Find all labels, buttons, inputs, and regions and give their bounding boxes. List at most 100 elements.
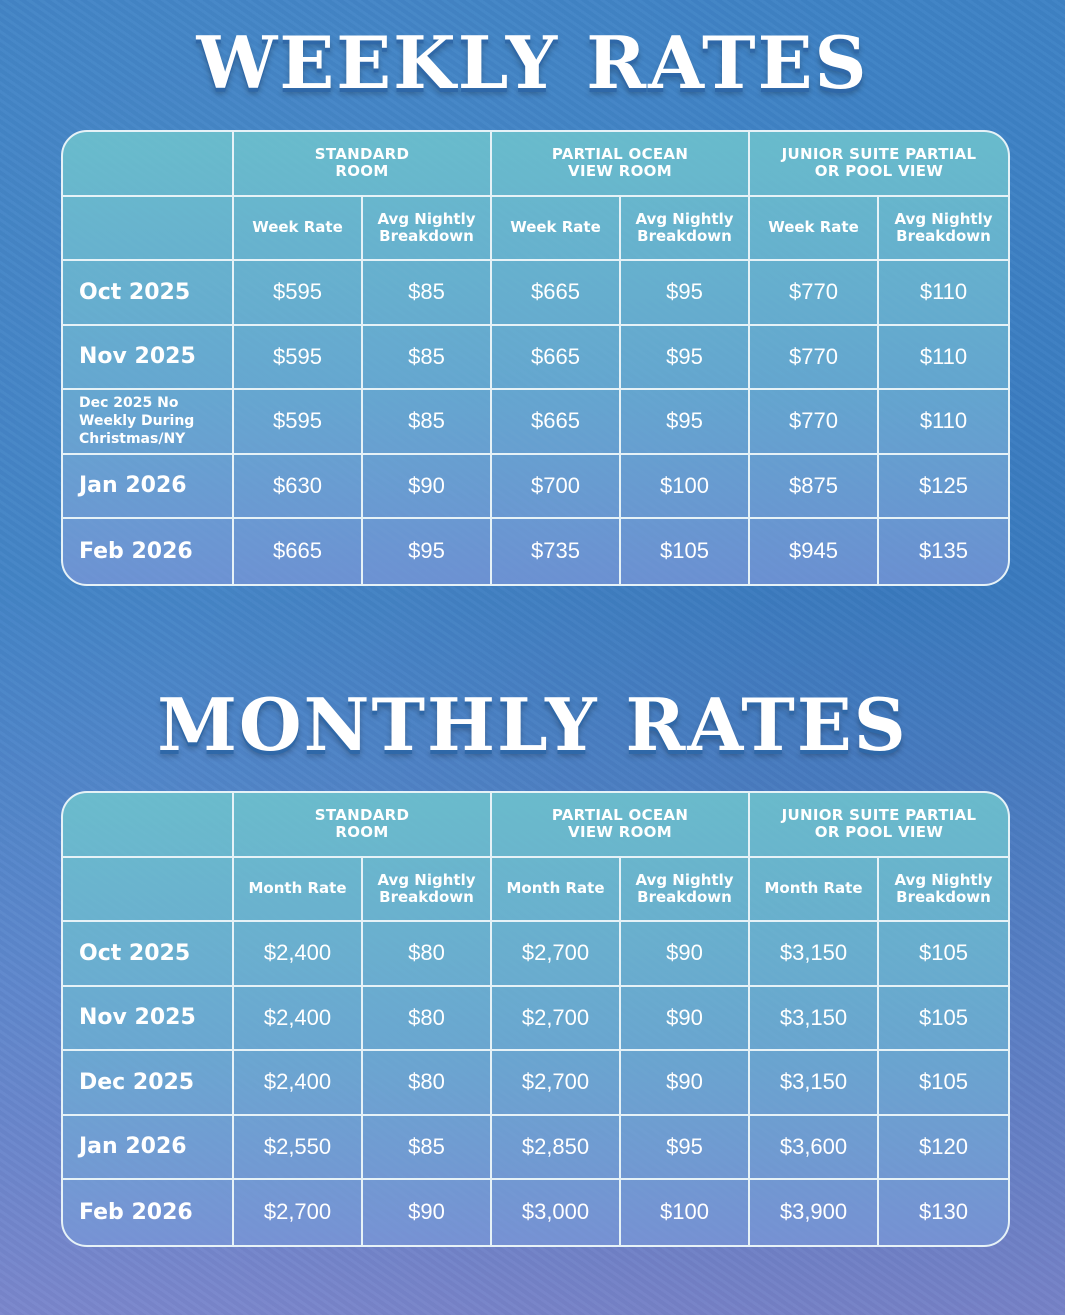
sub-header-avg: Avg Nightly Breakdown [621,196,750,261]
rate-cell: $3,150 [750,1051,879,1116]
rate-cell: $80 [363,986,492,1051]
group-header-row: STANDARD ROOM PARTIAL OCEAN VIEW ROOM JUNI… [63,132,1008,197]
rate-cell: $90 [621,1051,750,1116]
table-row: Nov 2025 $595 $85 $665 $95 $770 $110 [63,325,1008,390]
corner-cell [63,196,234,261]
rate-cell: $110 [879,326,1008,390]
rate-cell: $595 [234,390,363,455]
sub-header-avg: Avg Nightly Breakdown [363,196,492,261]
rate-cell: $2,700 [492,922,621,987]
rate-cell: $110 [879,390,1008,455]
rate-cell: $105 [879,987,1008,1051]
row-label: Feb 2026 [63,519,234,584]
rate-cell: $700 [492,454,621,519]
rate-cell: $2,700 [492,986,621,1051]
rate-cell: $665 [492,325,621,390]
corner-cell [63,793,234,858]
sub-header-row: Month Rate Avg Nightly Breakdown Month Ra… [63,857,1008,922]
rate-cell: $770 [750,261,879,326]
rate-cell: $90 [621,922,750,987]
sub-header-rate: Week Rate [234,196,363,261]
rate-cell: $80 [363,922,492,987]
group-header-junior-suite: JUNIOR SUITE PARTIAL OR POOL VIEW [750,132,1008,197]
rate-cell: $85 [363,390,492,455]
row-label: Nov 2025 [63,986,234,1051]
rate-cell: $85 [363,325,492,390]
rate-cell: $95 [621,1115,750,1180]
table-row: Oct 2025 $595 $85 $665 $95 $770 $110 [63,261,1008,326]
rate-cell: $85 [363,1115,492,1180]
row-label: Dec 2025 [63,1051,234,1116]
group-header-partial-ocean: PARTIAL OCEAN VIEW ROOM [492,793,750,858]
rate-cell: $630 [234,454,363,519]
table-row: Jan 2026 $630 $90 $700 $100 $875 $125 [63,454,1008,519]
rate-cell: $875 [750,454,879,519]
rate-cell: $770 [750,390,879,455]
rate-cell: $110 [879,261,1008,326]
row-label: Oct 2025 [63,922,234,987]
group-header-standard: STANDARD ROOM [234,132,492,197]
rate-cell: $595 [234,325,363,390]
rate-cell: $95 [621,390,750,455]
table-row: Nov 2025 $2,400 $80 $2,700 $90 $3,150 $1… [63,986,1008,1051]
rate-cell: $80 [363,1051,492,1116]
rate-cell: $3,150 [750,986,879,1051]
table-row: Jan 2026 $2,550 $85 $2,850 $95 $3,600 $1… [63,1115,1008,1180]
rate-cell: $2,550 [234,1115,363,1180]
rate-cell: $100 [621,454,750,519]
sub-header-avg: Avg Nightly Breakdown [879,197,1008,261]
sub-header-rate: Month Rate [750,857,879,922]
rate-cell: $125 [879,455,1008,519]
rate-cell: $665 [492,390,621,455]
group-header-junior-suite: JUNIOR SUITE PARTIAL OR POOL VIEW [750,793,1008,858]
rate-cell: $105 [879,1051,1008,1116]
rate-cell: $85 [363,261,492,326]
row-label: Feb 2026 [63,1180,234,1245]
rate-cell: $3,150 [750,922,879,987]
sub-header-rate: Month Rate [234,857,363,922]
monthly-rates-title: MONTHLY RATES [157,682,908,767]
rate-cell: $95 [363,519,492,584]
rate-cell: $3,600 [750,1115,879,1180]
rate-cell: $665 [492,261,621,326]
rate-cell: $2,850 [492,1115,621,1180]
sub-header-avg: Avg Nightly Breakdown [621,857,750,922]
rate-cell: $770 [750,325,879,390]
table-row: Dec 2025 No Weekly During Christmas/NY $59… [63,390,1008,455]
sub-header-rate: Week Rate [750,196,879,261]
rate-cell: $135 [919,538,968,564]
table-row: Feb 2026 $2,700 $90 $3,000 $100 $3,900 $… [63,1180,1008,1245]
rate-cell: $100 [621,1180,750,1245]
row-label: Jan 2026 [63,1115,234,1180]
rate-cell: $2,700 [234,1180,363,1245]
rate-cell: $2,700 [492,1051,621,1116]
table-row: Oct 2025 $2,400 $80 $2,700 $90 $3,150 $1… [63,922,1008,987]
weekly-rates-title: WEEKLY RATES [196,20,869,105]
rate-cell: $2,400 [234,986,363,1051]
rate-cell: $3,000 [492,1180,621,1245]
group-header-standard: STANDARD ROOM [234,793,492,858]
monthly-rates-table: STANDARD ROOM PARTIAL OCEAN VIEW ROOM JUNI… [61,791,1010,1247]
table-row: Dec 2025 $2,400 $80 $2,700 $90 $3,150 $1… [63,1051,1008,1116]
rate-cell: $595 [234,261,363,326]
corner-cell [63,132,234,197]
row-label: Jan 2026 [63,454,234,519]
sub-header-row: Week Rate Avg Nightly Breakdown Week Rate… [63,196,1008,261]
corner-cell [63,857,234,922]
weekly-rates-table: STANDARD ROOM PARTIAL OCEAN VIEW ROOM JUNI… [61,130,1010,586]
sub-header-rate: Month Rate [492,857,621,922]
sub-header-avg: Avg Nightly Breakdown [363,857,492,922]
rate-cell: $95 [621,325,750,390]
rate-cell: $3,900 [750,1180,879,1245]
group-header-row: STANDARD ROOM PARTIAL OCEAN VIEW ROOM JUNI… [63,793,1008,858]
row-label: Oct 2025 [63,261,234,326]
rate-cell: $735 [492,519,621,584]
sub-header-rate: Week Rate [492,196,621,261]
rate-cell: $2,400 [234,922,363,987]
rate-cell: $130 [919,1199,968,1225]
table-row: Feb 2026 $665 $95 $735 $105 $945 $135 [63,519,1008,584]
rate-cell: $120 [879,1116,1008,1180]
rate-cell: $2,400 [234,1051,363,1116]
rate-cell: $945 [750,519,879,584]
sub-header-avg: Avg Nightly Breakdown [879,858,1008,922]
